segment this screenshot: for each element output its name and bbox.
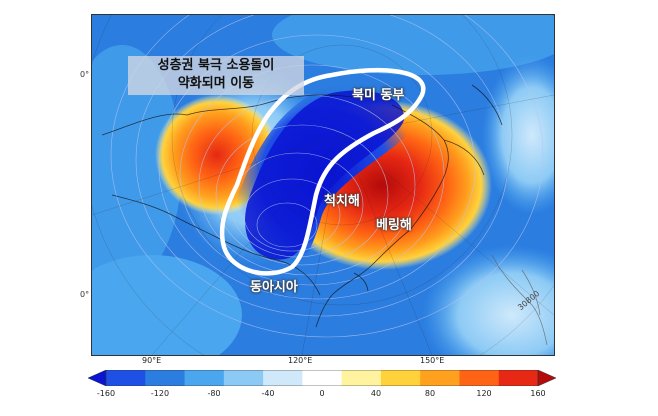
colorbar-segment — [380, 370, 421, 386]
label-bering-sea: 베링해 — [376, 218, 412, 233]
colorbar-tick-label: -160 — [96, 389, 116, 398]
colorbar-tick-label: 80 — [424, 389, 436, 398]
colorbar-segment — [302, 370, 343, 386]
colorbar-segment — [459, 370, 500, 386]
colorbar-segment — [223, 370, 264, 386]
colorbar-segment — [184, 370, 225, 386]
colorbar-arrow-low — [88, 370, 107, 386]
colorbar-tick-label: 40 — [370, 389, 382, 398]
colorbar-tick-label: 160 — [530, 389, 546, 398]
longitude-label: 120°E — [288, 356, 313, 365]
colorbar-tick-label: -40 — [261, 389, 275, 398]
longitude-label: 90°E — [142, 356, 162, 365]
annotation-line1: 성층권 북극 소용돌이 — [157, 58, 275, 73]
label-north-america-east: 북미 동부 — [352, 88, 405, 103]
colorbar-segment — [145, 370, 186, 386]
edge-label-left-bottom: 0° — [80, 290, 90, 299]
colorbar-segment — [420, 370, 460, 386]
colorbar-tick-label: 120 — [476, 389, 492, 398]
annotation-line2: 약화되며 이동 — [177, 76, 255, 91]
colorbar-segment — [106, 370, 146, 386]
longitude-label: 150°E — [420, 356, 445, 365]
colorbar-tick-label: -80 — [207, 389, 221, 398]
label-chukchi-sea: 척치해 — [324, 194, 360, 209]
label-east-asia: 동아시아 — [250, 280, 298, 295]
colorbar — [88, 370, 556, 386]
colorbar-tick-label: -120 — [150, 389, 170, 398]
colorbar-segment — [498, 370, 539, 386]
edge-label-left-top: 0° — [80, 70, 90, 79]
colorbar-arrow-high — [537, 370, 556, 386]
colorbar-segment — [341, 370, 382, 386]
colorbar-tick-label: 0 — [319, 389, 325, 398]
colorbar-segment — [263, 370, 303, 386]
annotation-box: 성층권 북극 소용돌이 약화되며 이동 — [128, 56, 304, 95]
